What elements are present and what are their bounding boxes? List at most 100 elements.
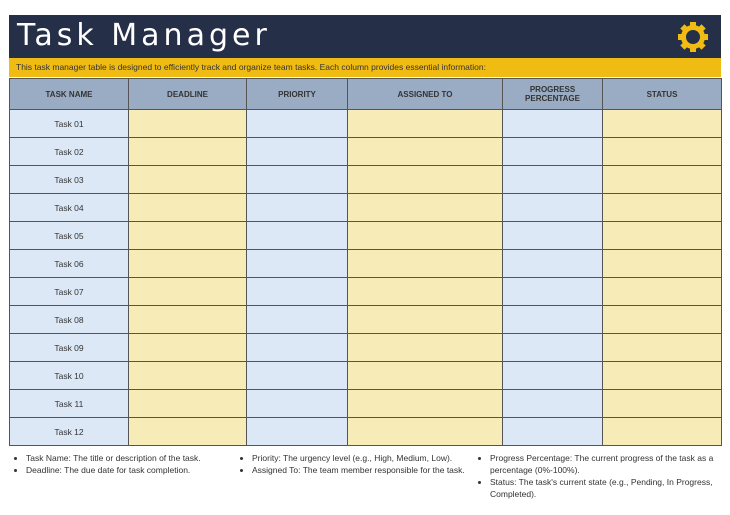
- task-name-cell[interactable]: Task 02: [9, 137, 129, 166]
- table-row: Task 09: [9, 333, 722, 362]
- table-cell[interactable]: [602, 137, 722, 166]
- table-cell[interactable]: [128, 361, 247, 390]
- table-cell[interactable]: [128, 389, 247, 418]
- table-cell[interactable]: [502, 417, 603, 446]
- column-header: DEADLINE: [128, 78, 247, 110]
- table-cell[interactable]: [347, 193, 503, 222]
- table-cell[interactable]: [246, 277, 348, 306]
- table-row: Task 10: [9, 361, 722, 390]
- table-cell[interactable]: [347, 361, 503, 390]
- table-cell[interactable]: [246, 389, 348, 418]
- table-cell[interactable]: [246, 333, 348, 362]
- table-cell[interactable]: [502, 221, 603, 250]
- page-title: Task Manager: [17, 18, 271, 53]
- note-item: Priority: The urgency level (e.g., High,…: [252, 452, 476, 464]
- table-cell[interactable]: [502, 361, 603, 390]
- table-cell[interactable]: [602, 193, 722, 222]
- table-cell[interactable]: [246, 109, 348, 138]
- table-cell[interactable]: [246, 221, 348, 250]
- notes-col-2: Priority: The urgency level (e.g., High,…: [236, 452, 476, 476]
- table-cell[interactable]: [246, 305, 348, 334]
- table-cell[interactable]: [347, 137, 503, 166]
- table-cell[interactable]: [347, 277, 503, 306]
- table-cell[interactable]: [502, 333, 603, 362]
- table-cell[interactable]: [128, 249, 247, 278]
- table-cell[interactable]: [602, 277, 722, 306]
- task-name-cell[interactable]: Task 08: [9, 305, 129, 334]
- column-header: TASK NAME: [9, 78, 129, 110]
- table-cell[interactable]: [502, 277, 603, 306]
- task-name-cell[interactable]: Task 09: [9, 333, 129, 362]
- table-cell[interactable]: [246, 137, 348, 166]
- gear-icon: [678, 22, 708, 52]
- note-item: Status: The task's current state (e.g., …: [490, 476, 724, 500]
- table-row: Task 05: [9, 221, 722, 250]
- table-cell[interactable]: [128, 165, 247, 194]
- table-cell[interactable]: [347, 249, 503, 278]
- task-table: TASK NAME DEADLINE PRIORITY ASSIGNED TO PROG…: [9, 78, 722, 446]
- table-cell[interactable]: [502, 305, 603, 334]
- task-name-cell[interactable]: Task 10: [9, 361, 129, 390]
- description-banner: This task manager table is designed to e…: [9, 58, 721, 77]
- notes-col-1: Task Name: The title or description of t…: [10, 452, 235, 476]
- task-name-cell[interactable]: Task 12: [9, 417, 129, 446]
- note-item: Task Name: The title or description of t…: [26, 452, 235, 464]
- note-item: Deadline: The due date for task completi…: [26, 464, 235, 476]
- table-cell[interactable]: [128, 193, 247, 222]
- table-cell[interactable]: [128, 333, 247, 362]
- table-cell[interactable]: [602, 109, 722, 138]
- table-cell[interactable]: [602, 333, 722, 362]
- table-cell[interactable]: [128, 137, 247, 166]
- table-cell[interactable]: [602, 249, 722, 278]
- table-cell[interactable]: [347, 333, 503, 362]
- note-item: Assigned To: The team member responsible…: [252, 464, 476, 476]
- table-row: Task 08: [9, 305, 722, 334]
- table-cell[interactable]: [347, 221, 503, 250]
- column-header: STATUS: [602, 78, 722, 110]
- table-cell[interactable]: [602, 305, 722, 334]
- table-cell[interactable]: [347, 417, 503, 446]
- table-cell[interactable]: [502, 137, 603, 166]
- task-name-cell[interactable]: Task 04: [9, 193, 129, 222]
- table-cell[interactable]: [502, 109, 603, 138]
- task-name-cell[interactable]: Task 11: [9, 389, 129, 418]
- table-cell[interactable]: [347, 165, 503, 194]
- column-header: PRIORITY: [246, 78, 348, 110]
- table-cell[interactable]: [128, 221, 247, 250]
- table-cell[interactable]: [602, 361, 722, 390]
- table-cell[interactable]: [246, 417, 348, 446]
- table-cell[interactable]: [502, 165, 603, 194]
- table-row: Task 06: [9, 249, 722, 278]
- table-cell[interactable]: [128, 305, 247, 334]
- task-name-cell[interactable]: Task 07: [9, 277, 129, 306]
- table-cell[interactable]: [128, 109, 247, 138]
- task-name-cell[interactable]: Task 03: [9, 165, 129, 194]
- column-header: ASSIGNED TO: [347, 78, 503, 110]
- table-row: Task 11: [9, 389, 722, 418]
- table-cell[interactable]: [246, 165, 348, 194]
- table-cell[interactable]: [347, 305, 503, 334]
- task-name-cell[interactable]: Task 05: [9, 221, 129, 250]
- table-cell[interactable]: [347, 109, 503, 138]
- table-row: Task 12: [9, 417, 722, 446]
- table-cell[interactable]: [602, 221, 722, 250]
- table-cell[interactable]: [502, 389, 603, 418]
- table-cell[interactable]: [128, 277, 247, 306]
- column-header: PROGRESS PERCENTAGE: [502, 78, 603, 110]
- task-name-cell[interactable]: Task 01: [9, 109, 129, 138]
- table-cell[interactable]: [246, 249, 348, 278]
- table-cell[interactable]: [347, 389, 503, 418]
- table-row: Task 01: [9, 109, 722, 138]
- table-row: Task 03: [9, 165, 722, 194]
- table-cell[interactable]: [128, 417, 247, 446]
- table-cell[interactable]: [602, 165, 722, 194]
- header-bar: Task Manager: [9, 15, 721, 58]
- table-cell[interactable]: [602, 417, 722, 446]
- table-cell[interactable]: [502, 249, 603, 278]
- table-cell[interactable]: [602, 389, 722, 418]
- note-item: Progress Percentage: The current progres…: [490, 452, 724, 476]
- table-cell[interactable]: [502, 193, 603, 222]
- table-cell[interactable]: [246, 193, 348, 222]
- task-name-cell[interactable]: Task 06: [9, 249, 129, 278]
- table-cell[interactable]: [246, 361, 348, 390]
